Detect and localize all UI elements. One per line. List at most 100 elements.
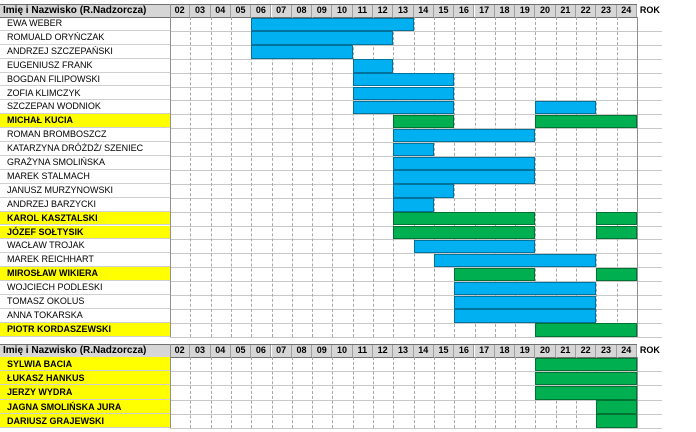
table1-col-header: 09 — [312, 4, 333, 17]
table1-row-name: GRAŻYNA SMOLIŃSKA — [0, 156, 170, 170]
table2-grid-line — [251, 357, 253, 428]
table1-col-header: 20 — [535, 4, 556, 17]
table1-col-header: 23 — [596, 4, 617, 17]
table1-grid-line — [596, 17, 598, 337]
table2-bar-green — [535, 357, 637, 372]
table1-bar-blue — [393, 142, 434, 156]
table1-col-header: 07 — [271, 4, 292, 17]
table2-grid-line — [474, 357, 476, 428]
table2-col-header: 18 — [494, 344, 516, 357]
table1-row-name: PIOTR KORDASZEWSKI — [0, 322, 170, 337]
table1-row-name: WOJCIECH PODLESKI — [0, 281, 170, 295]
table2-bar-green — [535, 371, 637, 386]
table2-header-bottom-line — [0, 357, 637, 358]
table2-grid-line — [494, 357, 496, 428]
table2-col-header: 16 — [454, 344, 475, 357]
table1-grid-line — [576, 17, 577, 337]
table2-grid-line — [393, 357, 395, 428]
table1-row-name: EWA WEBER — [0, 17, 170, 31]
table2-row-line — [170, 385, 662, 387]
table2-col-header: 21 — [555, 344, 576, 357]
table1-row-line — [170, 267, 662, 269]
table1-col-header: 06 — [251, 4, 272, 17]
table1-row-name: ZOFIA KLIMCZYK — [0, 87, 170, 101]
table1-bar-green — [454, 267, 536, 282]
table1-row-name: ANNA TOKARSKA — [0, 309, 170, 323]
table2-grid-line — [291, 357, 293, 428]
table1-row-line — [170, 30, 662, 32]
table1-bar-green — [393, 212, 536, 226]
table2-col-header: 09 — [312, 344, 333, 357]
table2-grid-line — [373, 357, 374, 428]
table1-col-header: 14 — [413, 4, 434, 17]
table2-grid-line — [515, 357, 517, 428]
table1-col-header: 12 — [373, 4, 394, 17]
table1-bar-blue — [352, 59, 394, 73]
table1-bar-blue — [251, 17, 414, 31]
table2-row-name: JERZY WYDRA — [0, 385, 170, 400]
table1-row-name: KATARZYNA DRÓŻDŻ/ SZENIEC — [0, 142, 170, 156]
table1-row-name: ANDRZEJ BARZYCKI — [0, 198, 170, 212]
table1-row-name: MICHAŁ KUCIA — [0, 114, 170, 129]
table1-grid-line — [332, 17, 334, 337]
table1-row-line — [170, 295, 662, 296]
table2-bar-green — [596, 414, 637, 428]
table1-grid-line — [555, 17, 557, 337]
table1-col-header: 08 — [291, 4, 313, 17]
table1-bar-blue — [352, 87, 455, 101]
table2-row-name: SYLWIA BACIA — [0, 357, 170, 372]
table2-grid-line — [271, 357, 273, 428]
table2-row-line — [170, 399, 662, 401]
table1-bar-blue — [352, 100, 455, 115]
table2-col-header: 23 — [596, 344, 617, 357]
table1-col-header: 10 — [332, 4, 353, 17]
table1-bar-green — [596, 212, 637, 226]
table1-grid-line — [291, 17, 293, 337]
table1-bar-blue — [393, 128, 536, 143]
table2-col-header: 22 — [576, 344, 597, 357]
table2-grid-line — [636, 357, 638, 428]
table2-col-header: 20 — [535, 344, 556, 357]
table1-col-header: 04 — [210, 4, 231, 17]
table1-row-line — [170, 281, 662, 283]
table1-bar-blue — [454, 295, 597, 309]
table1-grid-line — [535, 17, 537, 337]
table2-col-header: 15 — [433, 344, 455, 357]
table2-col-header: 11 — [352, 344, 373, 357]
table2-grid-line — [210, 357, 212, 428]
table2-header-name: Imię i Nazwisko (R.Nadzorcza) — [0, 344, 170, 357]
table1-row-name: JÓZEF SOŁTYSIK — [0, 225, 170, 240]
table2-grid-line — [413, 357, 415, 428]
table1-col-header: 18 — [494, 4, 516, 17]
table1-bar-blue — [535, 100, 597, 115]
table2-col-header: 07 — [271, 344, 292, 357]
table2-col-header: 10 — [332, 344, 353, 357]
table2-row-name: JAGNA SMOLIŃSKA JURA — [0, 399, 170, 414]
table1-grid-line — [373, 17, 374, 337]
table1-bar-green — [596, 226, 637, 240]
table1-bar-blue — [352, 73, 455, 87]
table1-bar-green — [393, 226, 536, 240]
table1-row-name: KAROL KASZTALSKI — [0, 211, 170, 226]
table1-bar-blue — [251, 31, 394, 45]
table1-grid-line — [251, 17, 253, 337]
table1-row-line — [170, 58, 662, 60]
table1-col-header: 22 — [576, 4, 597, 17]
table1-row-line — [170, 44, 662, 46]
table1-grid-line — [190, 17, 192, 337]
table1-bar-blue — [413, 239, 536, 254]
table1-rok-label: ROK — [639, 5, 660, 15]
table2-col-header: 13 — [393, 344, 414, 357]
table1-col-header: 17 — [474, 4, 495, 17]
table1-col-header: 19 — [515, 4, 536, 17]
table1-col-header: 03 — [190, 4, 211, 17]
table1-col-header: 11 — [352, 4, 373, 17]
table1-grid-line — [312, 17, 314, 337]
table1-row-name: ANDRZEJ SZCZEPAŃSKI — [0, 45, 170, 59]
table1-col-header: 15 — [433, 4, 455, 17]
table1-col-header: 13 — [393, 4, 414, 17]
table1-row-name: TOMASZ OKOLUS — [0, 295, 170, 309]
table2-row-line — [170, 413, 662, 415]
table2-col-header: 17 — [474, 344, 495, 357]
